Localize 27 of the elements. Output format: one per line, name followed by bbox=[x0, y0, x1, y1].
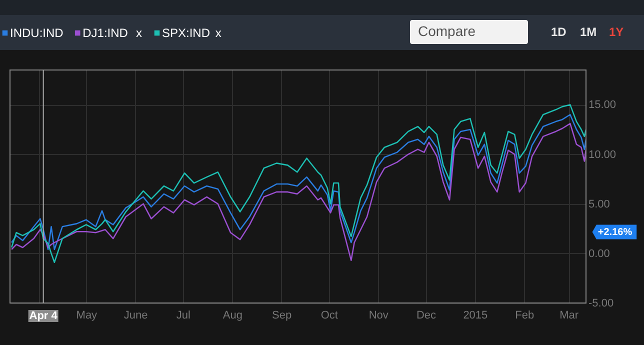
text: x bbox=[136, 26, 142, 40]
x-tick-label: Aug bbox=[222, 310, 242, 322]
legend-label: SPX:IND bbox=[162, 26, 210, 40]
ref-line-label: Apr 4 bbox=[29, 310, 58, 322]
y-tick-label: 0.00 bbox=[588, 248, 610, 260]
legend-label: DJ1:IND bbox=[82, 26, 128, 40]
x-tick-label: Nov bbox=[368, 310, 389, 322]
y-tick-label: 15.00 bbox=[588, 99, 616, 112]
y-tick-label: 5.00 bbox=[588, 198, 610, 210]
text: x bbox=[215, 26, 222, 40]
x-tick-label: Dec bbox=[416, 310, 437, 322]
x-tick-label: May bbox=[76, 310, 98, 322]
legend-label: INDU:IND bbox=[10, 26, 64, 40]
text: Compare bbox=[418, 23, 476, 39]
text: 1Y bbox=[609, 25, 624, 39]
text: 1M bbox=[580, 25, 597, 39]
x-tick-label: Sep bbox=[272, 310, 292, 322]
text: +2.16% bbox=[598, 227, 632, 238]
x-tick-label: Jul bbox=[176, 310, 190, 322]
x-tick-label: Mar bbox=[560, 310, 579, 322]
x-tick-label: June bbox=[124, 310, 148, 322]
y-tick-label: -5.00 bbox=[588, 298, 614, 310]
y-tick-label: 10.00 bbox=[588, 148, 616, 161]
x-tick-label: Oct bbox=[320, 310, 338, 322]
x-tick-label: Feb bbox=[515, 310, 534, 322]
text: 1D bbox=[551, 25, 567, 39]
x-tick-label: 2015 bbox=[463, 310, 488, 322]
